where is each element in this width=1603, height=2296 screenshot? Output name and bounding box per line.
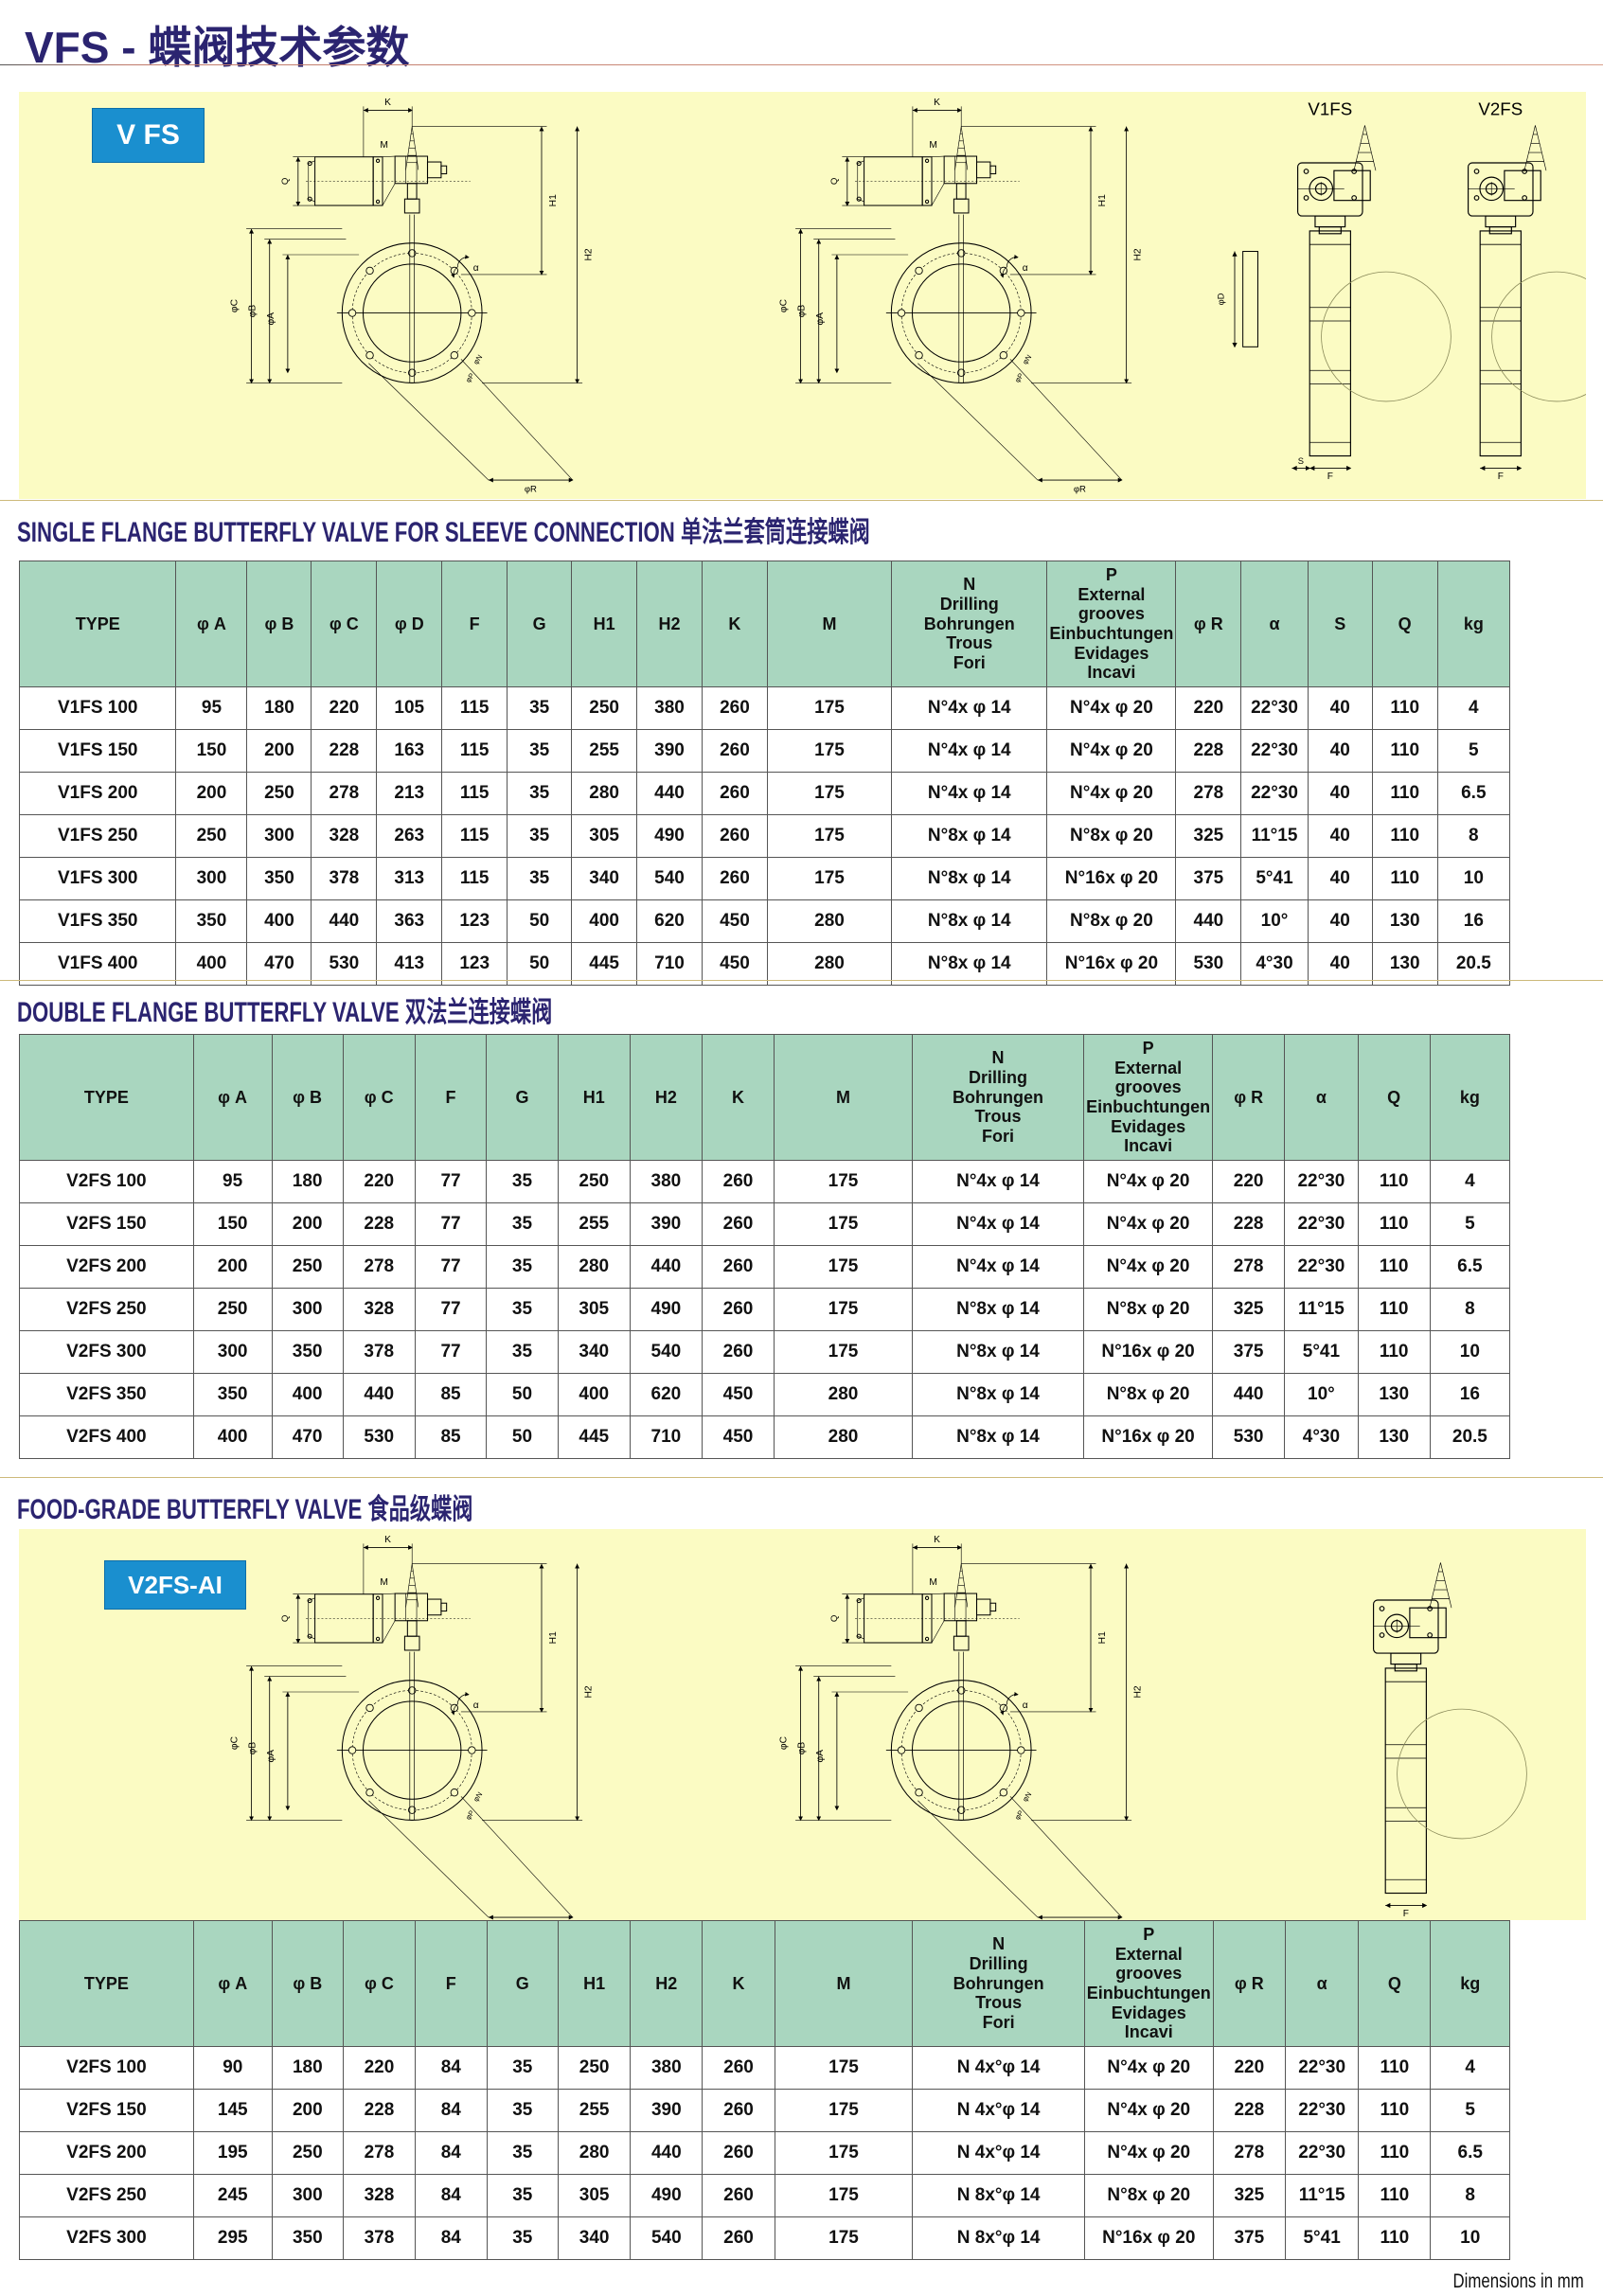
svg-text:φD: φD	[1216, 293, 1225, 305]
svg-text:φR: φR	[1074, 484, 1086, 494]
svg-text:F: F	[1327, 472, 1333, 482]
svg-text:H1: H1	[1097, 194, 1108, 206]
svg-text:H2: H2	[584, 1685, 595, 1698]
svg-text:Q: Q	[829, 1615, 840, 1622]
svg-text:φC: φC	[230, 1735, 240, 1750]
svg-text:H1: H1	[1097, 1631, 1108, 1644]
svg-text:V2FS: V2FS	[1478, 99, 1523, 119]
svg-text:Q: Q	[280, 1615, 291, 1622]
svg-text:M: M	[929, 1577, 937, 1588]
svg-text:φR: φR	[525, 484, 537, 494]
svg-text:M: M	[380, 1577, 388, 1588]
svg-text:φC: φC	[230, 298, 240, 312]
svg-text:α: α	[1023, 1700, 1028, 1711]
svg-text:H1: H1	[548, 1631, 559, 1644]
svg-text:φB: φB	[797, 1742, 808, 1755]
svg-text:S: S	[1298, 456, 1304, 466]
svg-text:φB: φB	[797, 305, 808, 318]
svg-text:H2: H2	[1133, 248, 1144, 260]
svg-text:α: α	[473, 1700, 479, 1711]
svg-text:φA: φA	[815, 1750, 826, 1763]
svg-text:α: α	[473, 263, 479, 274]
svg-text:M: M	[380, 140, 388, 151]
svg-text:φN: φN	[472, 353, 484, 366]
svg-text:K: K	[934, 98, 940, 108]
svg-text:φN: φN	[472, 1790, 484, 1804]
svg-text:K: K	[934, 1535, 940, 1545]
svg-text:M: M	[929, 140, 937, 151]
svg-text:F: F	[1403, 1909, 1409, 1919]
svg-text:K: K	[384, 1535, 391, 1545]
svg-text:Q: Q	[280, 178, 291, 185]
svg-text:φB: φB	[248, 1742, 258, 1755]
svg-text:K: K	[384, 98, 391, 108]
svg-text:φB: φB	[248, 305, 258, 318]
svg-text:H2: H2	[1133, 1685, 1144, 1698]
svg-text:φN: φN	[1021, 353, 1033, 366]
svg-text:φA: φA	[815, 312, 826, 326]
svg-text:H2: H2	[584, 248, 595, 260]
svg-text:φC: φC	[779, 1735, 790, 1750]
svg-text:H1: H1	[548, 194, 559, 206]
svg-text:φA: φA	[266, 312, 276, 326]
svg-text:φA: φA	[266, 1750, 276, 1763]
svg-text:F: F	[1498, 472, 1504, 482]
svg-text:Q: Q	[829, 178, 840, 185]
svg-text:φN: φN	[1021, 1790, 1033, 1804]
svg-text:V1FS: V1FS	[1308, 99, 1352, 119]
svg-text:α: α	[1023, 263, 1028, 274]
svg-text:φC: φC	[779, 298, 790, 312]
